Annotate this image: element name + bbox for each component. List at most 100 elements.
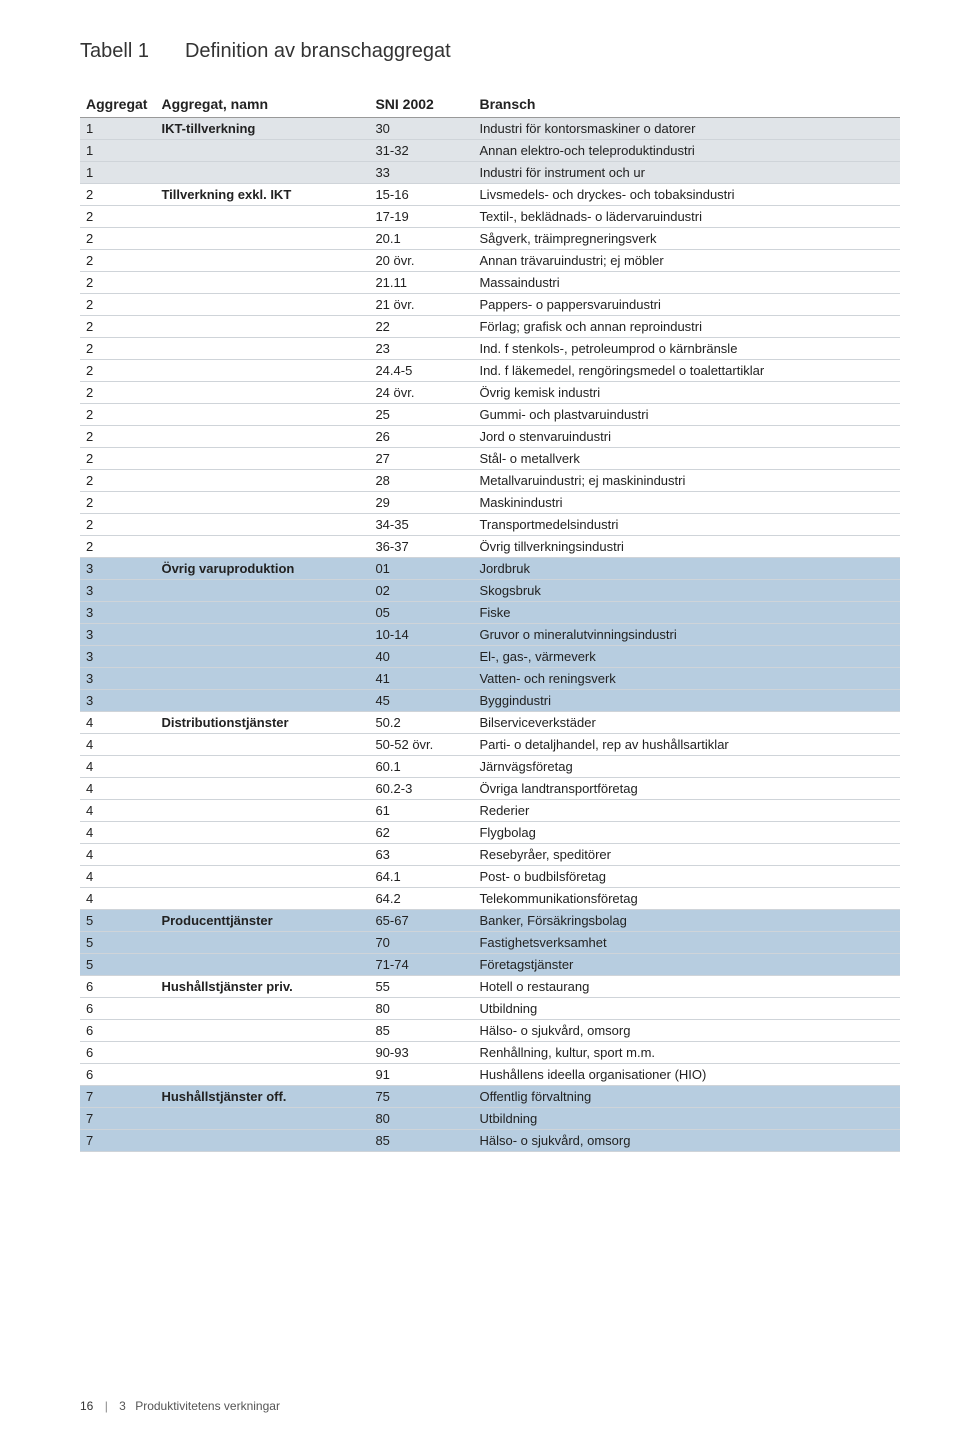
table-row: 345Byggindustri — [80, 690, 900, 712]
cell-sni: 45 — [369, 690, 473, 712]
cell-bransch: Hälso- o sjukvård, omsorg — [473, 1130, 900, 1152]
table-row: 302Skogsbruk — [80, 580, 900, 602]
cell-aggregat: 4 — [80, 822, 155, 844]
cell-bransch: Maskinindustri — [473, 492, 900, 514]
cell-aggregat-name — [155, 470, 369, 492]
cell-sni: 17-19 — [369, 206, 473, 228]
cell-aggregat-name — [155, 1020, 369, 1042]
cell-aggregat-name — [155, 756, 369, 778]
cell-aggregat-name: Tillverkning exkl. IKT — [155, 184, 369, 206]
table-row: 229Maskinindustri — [80, 492, 900, 514]
table-row: 462Flygbolag — [80, 822, 900, 844]
cell-aggregat: 2 — [80, 316, 155, 338]
cell-aggregat: 4 — [80, 888, 155, 910]
cell-aggregat: 4 — [80, 756, 155, 778]
cell-aggregat-name — [155, 492, 369, 514]
cell-aggregat-name — [155, 206, 369, 228]
cell-bransch: Telekommunikationsföretag — [473, 888, 900, 910]
table-row: 133Industri för instrument och ur — [80, 162, 900, 184]
cell-sni: 10-14 — [369, 624, 473, 646]
cell-sni: 36-37 — [369, 536, 473, 558]
cell-sni: 64.2 — [369, 888, 473, 910]
table-row: 680Utbildning — [80, 998, 900, 1020]
cell-aggregat: 4 — [80, 712, 155, 734]
cell-aggregat-name — [155, 888, 369, 910]
cell-aggregat-name — [155, 404, 369, 426]
cell-bransch: Industri för instrument och ur — [473, 162, 900, 184]
cell-bransch: Massaindustri — [473, 272, 900, 294]
page: Tabell 1 Definition av branschaggregat A… — [0, 0, 960, 1435]
col-header-aggregat: Aggregat — [80, 91, 155, 118]
table-row: 690-93Renhållning, kultur, sport m.m. — [80, 1042, 900, 1064]
table-title: Definition av branschaggregat — [185, 40, 451, 63]
cell-aggregat-name — [155, 778, 369, 800]
col-header-bransch: Bransch — [473, 91, 900, 118]
cell-sni: 24 övr. — [369, 382, 473, 404]
cell-bransch: Övriga landtransportföretag — [473, 778, 900, 800]
cell-aggregat: 2 — [80, 470, 155, 492]
cell-sni: 65-67 — [369, 910, 473, 932]
cell-aggregat-name — [155, 822, 369, 844]
cell-sni: 50.2 — [369, 712, 473, 734]
cell-bransch: Ind. f läkemedel, rengöringsmedel o toal… — [473, 360, 900, 382]
table-row: 221 övr.Pappers- o pappersvaruindustri — [80, 294, 900, 316]
cell-bransch: Annan elektro-och teleproduktindustri — [473, 140, 900, 162]
cell-sni: 70 — [369, 932, 473, 954]
table-row: 310-14Gruvor o mineralutvinningsindustri — [80, 624, 900, 646]
table-row: 305Fiske — [80, 602, 900, 624]
cell-sni: 85 — [369, 1020, 473, 1042]
cell-aggregat-name — [155, 932, 369, 954]
cell-aggregat: 5 — [80, 954, 155, 976]
cell-aggregat-name — [155, 998, 369, 1020]
cell-aggregat-name — [155, 844, 369, 866]
cell-aggregat-name — [155, 294, 369, 316]
cell-aggregat-name — [155, 866, 369, 888]
cell-aggregat-name — [155, 602, 369, 624]
table-row: 227Stål- o metallverk — [80, 448, 900, 470]
cell-aggregat: 4 — [80, 866, 155, 888]
table-header-row: Aggregat Aggregat, namn SNI 2002 Bransch — [80, 91, 900, 118]
cell-sni: 50-52 övr. — [369, 734, 473, 756]
cell-sni: 23 — [369, 338, 473, 360]
table-caption: Tabell 1 Definition av branschaggregat — [80, 40, 900, 63]
cell-sni: 90-93 — [369, 1042, 473, 1064]
cell-aggregat-name: Övrig varuproduktion — [155, 558, 369, 580]
table-row: 464.1Post- o budbilsföretag — [80, 866, 900, 888]
table-row: 226Jord o stenvaruindustri — [80, 426, 900, 448]
branch-table: Aggregat Aggregat, namn SNI 2002 Bransch… — [80, 91, 900, 1152]
cell-aggregat-name — [155, 382, 369, 404]
cell-aggregat: 7 — [80, 1130, 155, 1152]
table-row: 785Hälso- o sjukvård, omsorg — [80, 1130, 900, 1152]
table-body: 1IKT-tillverkning30Industri för kontorsm… — [80, 118, 900, 1152]
cell-sni: 61 — [369, 800, 473, 822]
cell-aggregat-name — [155, 624, 369, 646]
cell-bransch: Fastighetsverksamhet — [473, 932, 900, 954]
cell-bransch: Skogsbruk — [473, 580, 900, 602]
cell-sni: 21.11 — [369, 272, 473, 294]
cell-aggregat-name: Hushållstjänster priv. — [155, 976, 369, 998]
cell-bransch: Hushållens ideella organisationer (HIO) — [473, 1064, 900, 1086]
cell-bransch: Byggindustri — [473, 690, 900, 712]
cell-sni: 62 — [369, 822, 473, 844]
cell-aggregat: 5 — [80, 932, 155, 954]
cell-bransch: Banker, Försäkringsbolag — [473, 910, 900, 932]
cell-sni: 63 — [369, 844, 473, 866]
cell-aggregat-name — [155, 1042, 369, 1064]
cell-bransch: Hälso- o sjukvård, omsorg — [473, 1020, 900, 1042]
cell-aggregat-name — [155, 1130, 369, 1152]
cell-bransch: Industri för kontorsmaskiner o datorer — [473, 118, 900, 140]
cell-aggregat: 4 — [80, 778, 155, 800]
cell-bransch: Stål- o metallverk — [473, 448, 900, 470]
cell-aggregat-name — [155, 514, 369, 536]
cell-aggregat: 2 — [80, 536, 155, 558]
cell-aggregat-name — [155, 448, 369, 470]
col-header-sni: SNI 2002 — [369, 91, 473, 118]
cell-sni: 64.1 — [369, 866, 473, 888]
cell-sni: 27 — [369, 448, 473, 470]
chapter-title: Produktivitetens verkningar — [135, 1399, 280, 1413]
cell-sni: 29 — [369, 492, 473, 514]
cell-sni: 41 — [369, 668, 473, 690]
table-row: 131-32Annan elektro-och teleproduktindus… — [80, 140, 900, 162]
cell-aggregat-name — [155, 580, 369, 602]
table-row: 7Hushållstjänster off.75Offentlig förval… — [80, 1086, 900, 1108]
